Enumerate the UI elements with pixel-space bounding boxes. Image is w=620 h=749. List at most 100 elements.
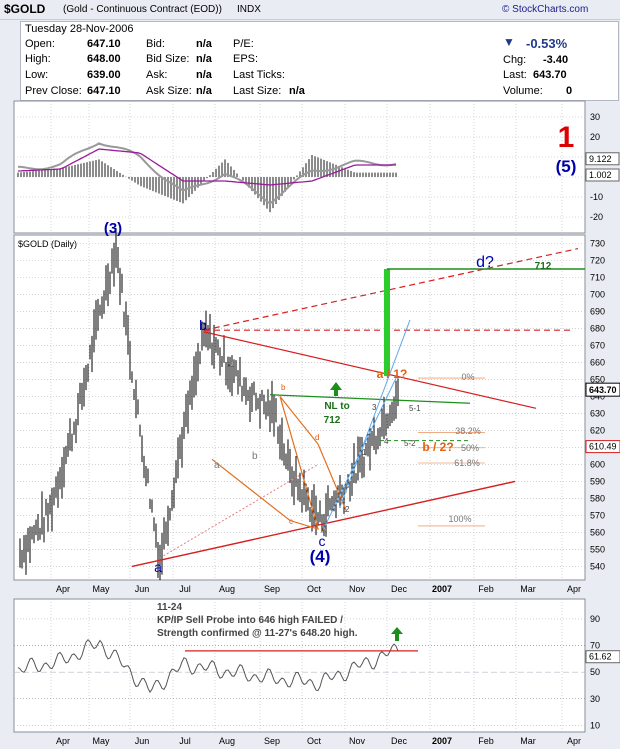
price-x-tick: Aug xyxy=(219,584,235,594)
rsi-tick-label: 90 xyxy=(590,614,600,624)
price-x-tick: Sep xyxy=(264,584,280,594)
macd-tick-label: -20 xyxy=(590,212,603,222)
rsi-x-tick: Apr xyxy=(567,736,581,746)
lower-trendline xyxy=(131,480,516,568)
neckline xyxy=(269,394,471,404)
price-x-tick: Feb xyxy=(478,584,494,594)
annotation-2: a xyxy=(154,559,162,575)
wave-5-label: (5) xyxy=(556,157,577,176)
rsi-x-tick: Apr xyxy=(56,736,70,746)
quote-date: Tuesday 28-Nov-2006 xyxy=(25,23,134,35)
last-size-value: n/a xyxy=(289,85,305,97)
last-value: 643.70 xyxy=(533,69,567,81)
upper-trendline xyxy=(203,331,537,409)
rsi-x-tick: Dec xyxy=(391,736,408,746)
price-x-tick: 2007 xyxy=(432,584,452,594)
last-price-box xyxy=(585,382,620,397)
change-percent: -0.53% xyxy=(526,36,568,51)
value-box xyxy=(585,168,620,182)
rsi-line xyxy=(17,638,399,694)
price-tick-label: 630 xyxy=(590,408,605,418)
ask-size-value: n/a xyxy=(196,85,212,97)
rsi-x-tick: Feb xyxy=(478,736,494,746)
rsi-note-line2: Strength confirmed @ 11-27's 648.20 high… xyxy=(157,628,358,639)
down-triangle-icon: ▼ xyxy=(503,35,515,49)
rsi-note-line1: KP/IP Sell Probe into 646 high FAILED / xyxy=(157,615,343,626)
macd-line xyxy=(17,142,397,205)
annotation-1: b xyxy=(199,317,207,333)
rsi-x-tick: May xyxy=(92,736,110,746)
rsi-x-tick: Jun xyxy=(135,736,150,746)
rsi-x-tick: Oct xyxy=(307,736,322,746)
annotation-4: c xyxy=(319,533,326,549)
price-tick-label: 600 xyxy=(590,459,605,469)
ask-label: Ask: xyxy=(146,69,168,81)
last-label: Last: xyxy=(503,69,527,81)
prev-close-label: Prev Close: xyxy=(25,85,82,97)
volume-value: 0 xyxy=(566,85,573,97)
wave-sublabel: b xyxy=(252,451,258,462)
annotation-15: 100% xyxy=(448,514,471,524)
price-x-tick: Jul xyxy=(179,584,191,594)
ask-value: n/a xyxy=(196,69,212,81)
annotation-8: 712 xyxy=(324,415,341,426)
annotation-14: 61.8% xyxy=(454,458,480,468)
wave-sublabel: a xyxy=(228,359,234,370)
symbol: $GOLD xyxy=(4,2,46,16)
rsi-value-box xyxy=(585,650,620,664)
rsi-value-label: 61.62 xyxy=(589,652,612,662)
bid-value: n/a xyxy=(196,38,212,50)
macd-signal-line xyxy=(17,148,396,186)
price-tick-label: 650 xyxy=(590,374,605,384)
annotation-9: a / 1? xyxy=(377,367,408,381)
marker-label: 610.49 xyxy=(589,442,617,452)
price-tick-label: 660 xyxy=(590,357,605,367)
annotation-13: 50% xyxy=(461,443,479,453)
wave-sublabel: d xyxy=(315,433,319,442)
macd-tick-label: -10 xyxy=(590,192,603,202)
panel-3 xyxy=(13,598,586,733)
rsi-x-tick: 2007 xyxy=(432,736,452,746)
blue-channel-lower xyxy=(321,375,398,533)
last-ticks-label: Last Ticks: xyxy=(233,69,285,81)
open-label: Open: xyxy=(25,38,55,50)
price-tick-label: 680 xyxy=(590,323,605,333)
rsi-note-date: 11-24 xyxy=(157,602,182,613)
price-tick-label: 710 xyxy=(590,272,605,282)
price-tick-label: 570 xyxy=(590,510,605,520)
pe-label: P/E: xyxy=(233,38,254,50)
rsi-x-tick: Sep xyxy=(264,736,280,746)
last-price-label: 643.70 xyxy=(589,385,617,395)
price-panel-title: $GOLD (Daily) xyxy=(18,239,77,249)
price-tick-label: 730 xyxy=(590,238,605,248)
price-tick-label: 670 xyxy=(590,340,605,350)
price-tick-label: 580 xyxy=(590,493,605,503)
volume-label: Volume: xyxy=(503,85,543,97)
rsi-tick-label: 10 xyxy=(590,720,600,730)
rsi-up-arrow-icon xyxy=(391,627,403,641)
copyright[interactable]: © StockCharts.com xyxy=(502,4,589,15)
dotted-support xyxy=(159,464,319,559)
wave-sublabel: 3 xyxy=(372,403,377,412)
rsi-x-tick: Nov xyxy=(349,736,366,746)
bid-size-value: n/a xyxy=(196,53,212,65)
annotation-0: (3) xyxy=(104,220,122,237)
price-tick-label: 590 xyxy=(590,476,605,486)
annotation-11: 0% xyxy=(461,372,474,382)
rsi-tick-label: 50 xyxy=(590,667,600,677)
macd-value-label: 9.122 xyxy=(589,154,612,164)
price-tick-label: 560 xyxy=(590,527,605,537)
price-x-tick: Dec xyxy=(391,584,408,594)
rsi-tick-label: 30 xyxy=(590,694,600,704)
price-x-tick: May xyxy=(92,584,110,594)
price-tick-label: 690 xyxy=(590,306,605,316)
price-x-tick: Oct xyxy=(307,584,322,594)
wave-1-label: 1 xyxy=(558,121,575,154)
high-value: 648.00 xyxy=(87,53,121,65)
annotation-7: NL to xyxy=(324,401,349,412)
wave-sublabel: a xyxy=(214,460,220,471)
wave-sublabel: 2 xyxy=(345,505,350,514)
price-x-tick: Mar xyxy=(520,584,536,594)
